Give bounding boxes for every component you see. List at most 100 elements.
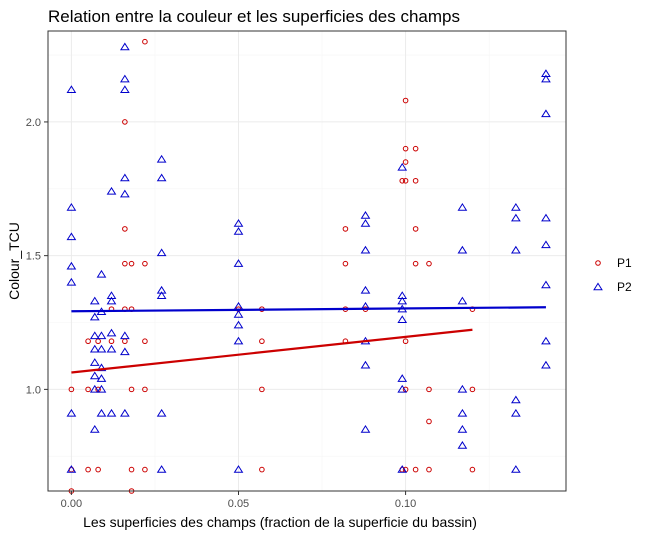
data-point-p2 (106, 186, 117, 195)
data-point-p1 (142, 466, 148, 473)
data-point-p2 (397, 374, 408, 382)
data-point-p1 (402, 159, 409, 165)
data-point-p2 (511, 213, 521, 222)
data-point-p1 (142, 338, 148, 345)
data-point-p1 (399, 177, 406, 184)
data-point-p2 (541, 109, 551, 118)
data-point-p2 (360, 219, 371, 227)
data-point-p2 (397, 315, 408, 324)
data-point-p2 (360, 285, 371, 294)
data-point-p1 (128, 260, 135, 267)
data-point-p2 (96, 331, 107, 340)
data-point-p2 (511, 245, 521, 254)
data-point-p1 (412, 260, 419, 267)
data-point-p2 (457, 384, 468, 393)
data-point-p2 (119, 331, 130, 340)
data-point-p1 (68, 386, 75, 393)
legend-item-p2: P2 (593, 280, 632, 294)
data-point-p2 (106, 328, 117, 337)
data-point-p2 (457, 245, 468, 254)
data-point-p2 (511, 465, 521, 473)
x-axis-title: Les superficies des champs (fraction de … (83, 514, 477, 530)
data-point-p1 (85, 386, 91, 393)
data-point-p1 (412, 145, 419, 152)
data-point-p1 (402, 177, 409, 184)
data-point-p1 (128, 466, 135, 473)
data-point-p2 (397, 296, 408, 305)
data-point-p2 (96, 344, 107, 353)
data-point-p2 (360, 210, 371, 219)
data-point-p2 (119, 173, 130, 182)
data-point-p2 (89, 371, 100, 380)
data-point-p2 (233, 465, 244, 473)
data-point-p2 (541, 240, 551, 249)
data-point-p2 (457, 424, 468, 433)
data-point-p1 (342, 260, 349, 267)
data-point-p2 (156, 285, 167, 294)
data-point-p2 (96, 408, 107, 417)
data-point-p2 (119, 74, 130, 83)
chart-title: Relation entre la couleur et les superfi… (48, 7, 460, 26)
data-point-p2 (541, 69, 551, 77)
data-point-p1 (412, 226, 419, 232)
data-point-p1 (259, 466, 265, 473)
legend-item-p1: P1 (595, 256, 632, 270)
data-point-p1 (426, 466, 432, 473)
data-point-p1 (259, 338, 265, 345)
legend-key-p2 (593, 282, 603, 291)
x-tick-label: 0.00 (61, 498, 82, 510)
data-point-p2 (541, 280, 551, 289)
data-point-p2 (66, 202, 77, 211)
data-point-p2 (156, 248, 167, 257)
data-point-p2 (156, 173, 167, 182)
y-tick-label: 1.0 (26, 384, 41, 396)
data-point-p2 (360, 424, 371, 433)
data-point-p2 (233, 320, 244, 329)
data-point-p2 (511, 395, 521, 404)
data-point-p2 (119, 189, 130, 198)
data-point-p2 (66, 232, 77, 241)
trend-line-p2 (71, 306, 546, 313)
data-point-p2 (66, 465, 77, 473)
data-point-p2 (457, 202, 468, 211)
data-point-p2 (96, 269, 107, 278)
data-point-p2 (360, 245, 371, 254)
data-point-p1 (469, 386, 476, 393)
data-point-p2 (119, 408, 130, 417)
data-point-p2 (397, 384, 408, 393)
data-point-p2 (233, 219, 244, 227)
data-point-p1 (122, 226, 128, 232)
series-layer (66, 38, 551, 494)
data-point-p2 (119, 347, 130, 356)
data-point-p1 (85, 466, 91, 473)
data-point-p2 (397, 291, 408, 299)
data-point-p1 (128, 386, 135, 393)
data-point-p2 (541, 213, 551, 222)
data-point-p2 (511, 408, 521, 417)
data-point-p2 (233, 309, 244, 318)
data-point-p2 (96, 384, 107, 393)
data-point-p1 (142, 386, 148, 393)
data-point-p2 (119, 42, 130, 51)
x-tick-label: 0.05 (228, 498, 249, 510)
legend-key-p1 (595, 260, 601, 266)
data-point-p1 (426, 260, 432, 267)
data-point-p2 (96, 374, 107, 382)
data-point-p2 (119, 85, 130, 94)
data-point-p2 (89, 358, 100, 366)
plot-panel-border (47, 30, 567, 492)
y-tick-label: 1.5 (26, 251, 41, 263)
data-point-p1 (142, 260, 148, 267)
data-point-p1 (142, 38, 148, 45)
data-point-p2 (457, 408, 468, 417)
data-point-p2 (89, 312, 100, 321)
data-point-p2 (156, 154, 167, 163)
data-point-p2 (66, 261, 77, 270)
data-point-p1 (122, 119, 128, 125)
data-point-p2 (106, 291, 117, 299)
data-point-p1 (342, 226, 349, 232)
legend-label-p2: P2 (617, 280, 632, 294)
data-point-p1 (402, 145, 409, 152)
y-tick-label: 2.0 (26, 117, 41, 129)
